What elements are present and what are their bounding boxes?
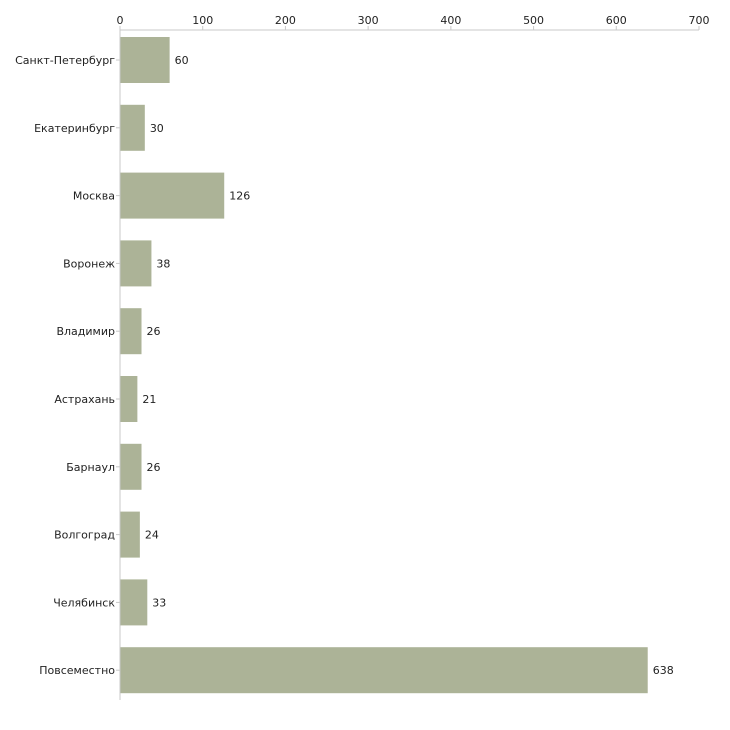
bar-value-label: 26	[147, 325, 161, 338]
x-tick-label: 400	[440, 14, 461, 27]
bars	[120, 37, 648, 694]
bar-value-label: 33	[152, 596, 166, 609]
bar-value-label: 30	[150, 122, 164, 135]
category-label: Волгоград	[54, 529, 115, 542]
category-label: Воронеж	[63, 257, 115, 270]
bar	[120, 172, 225, 219]
category-label: Владимир	[56, 325, 115, 338]
bar-value-label: 21	[142, 393, 156, 406]
category-label: Екатеринбург	[34, 122, 115, 135]
x-tick-label: 0	[117, 14, 124, 27]
bar-value-label: 126	[229, 190, 250, 203]
category-label: Челябинск	[53, 596, 115, 609]
category-label: Санкт-Петербург	[15, 54, 115, 67]
x-tick-label: 700	[689, 14, 710, 27]
bar-value-label: 638	[653, 664, 674, 677]
category-label: Москва	[73, 190, 115, 203]
bar-value-label: 26	[147, 461, 161, 474]
bar	[120, 647, 648, 694]
bar	[120, 37, 170, 83]
category-labels: Санкт-Петербург Екатеринбург Москва Воронеж…	[15, 54, 115, 677]
bar-value-label: 38	[156, 257, 170, 270]
x-tick-label: 200	[275, 14, 296, 27]
x-tick-label: 600	[606, 14, 627, 27]
x-tick-label: 500	[523, 14, 544, 27]
bar	[120, 511, 140, 558]
y-axis	[116, 30, 121, 700]
x-axis: 0 100 200 300 400 500 600 700	[117, 14, 710, 31]
value-labels: 60 30 126 38 26 21 26 24 33 638	[142, 54, 673, 677]
bar	[120, 579, 148, 626]
bar	[120, 376, 138, 422]
category-label: Барнаул	[66, 461, 115, 474]
x-tick-label: 100	[192, 14, 213, 27]
bar	[120, 104, 145, 151]
x-tick-label: 300	[358, 14, 379, 27]
bar	[120, 240, 152, 287]
bar-value-label: 24	[145, 529, 159, 542]
bar	[120, 443, 142, 490]
bar	[120, 308, 142, 355]
bar-value-label: 60	[175, 54, 189, 67]
category-label: Астрахань	[54, 393, 115, 406]
category-label: Повсеместно	[39, 664, 115, 677]
